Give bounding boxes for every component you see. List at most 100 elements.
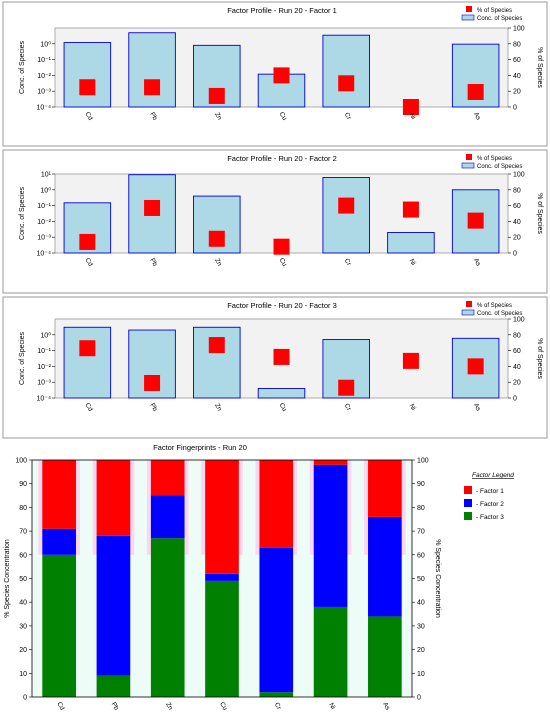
x-tick-label: Cu <box>278 257 288 268</box>
y2-tick-label: 100 <box>513 317 525 324</box>
y2-tick-label: 20 <box>513 380 521 387</box>
legend-label-conc: Conc. of Species <box>477 164 522 170</box>
stack-segment-cd-factor2 <box>42 528 76 555</box>
x-tick-label: As <box>472 257 482 268</box>
percent-marker-cd <box>79 79 96 96</box>
y2-axis-label: % of Species <box>536 47 543 88</box>
y-tick-label: 10⁻² <box>37 73 51 80</box>
y2-tick-label: 90 <box>417 481 425 488</box>
stack-segment-pb-factor3 <box>96 675 131 697</box>
percent-marker-pb <box>144 199 161 216</box>
y-tick-label: 10⁻⁴ <box>37 251 52 258</box>
x-tick-label: Cd <box>55 701 65 712</box>
y-tick-label: 70 <box>19 529 27 536</box>
stack-segment-cu-factor2 <box>205 573 239 581</box>
y2-tick-label: 70 <box>417 529 425 536</box>
x-tick-label: Pb <box>148 402 158 413</box>
legend-swatch-factor1 <box>464 486 472 494</box>
y-tick-label: 10⁻³ <box>37 380 51 387</box>
y-tick-label: 10⁻² <box>37 219 51 226</box>
stack-segment-cr-factor1 <box>259 460 294 548</box>
y2-tick-label: 80 <box>513 332 521 339</box>
y2-tick-label: 10 <box>417 671 425 678</box>
stack-segment-ni-factor2 <box>313 464 348 607</box>
x-tick-label: As <box>381 701 391 712</box>
legend-marker-percent <box>466 301 472 307</box>
legend-label-percent: % of Species <box>477 156 512 162</box>
y2-tick-label: 80 <box>417 505 425 512</box>
conc-bar-cd <box>63 326 112 399</box>
y-tick-label: 60 <box>19 552 27 559</box>
chart-title: Factor Profile - Run 20 - Factor 3 <box>227 301 337 310</box>
legend-swatch-factor3 <box>464 512 472 520</box>
factor-profile-panel-2: Factor Profile - Run 20 - Factor 2 % of S… <box>2 149 548 294</box>
y-tick-label: 10¹ <box>41 172 52 179</box>
y2-tick-label: 60 <box>417 552 425 559</box>
percent-marker-cd <box>79 340 96 357</box>
chart-title: Factor Fingerprints - Run 20 <box>153 443 247 452</box>
percent-marker-cr <box>338 197 355 214</box>
legend-label-conc: Conc. of Species <box>477 311 522 317</box>
chart-title: Factor Profile - Run 20 - Factor 1 <box>227 6 337 15</box>
y-axis-label: % Species Concentration <box>4 539 11 618</box>
conc-bar-cu <box>257 388 306 399</box>
x-tick-label: Cr <box>273 702 283 712</box>
x-tick-label: Ni <box>327 702 336 711</box>
x-tick-label: Ni <box>408 112 417 121</box>
y-tick-label: 10 <box>19 671 27 678</box>
x-tick-label: Pb <box>110 701 120 712</box>
y2-tick-label: 40 <box>513 73 521 80</box>
y2-tick-label: 50 <box>417 576 425 583</box>
percent-marker-ni <box>402 352 419 369</box>
percent-marker-ni <box>402 201 419 218</box>
x-tick-label: Cu <box>218 701 228 712</box>
legend-marker-conc <box>461 162 475 169</box>
y-tick-label: 40 <box>19 600 27 607</box>
factor-profile-panel-1: Factor Profile - Run 20 - Factor 1 % of S… <box>2 1 548 147</box>
y-tick-label: 10⁻¹ <box>37 348 51 355</box>
percent-marker-as <box>467 212 484 229</box>
y-tick-label: 10⁻¹ <box>37 203 51 210</box>
stack-segment-cd-factor3 <box>42 554 76 697</box>
y-tick-label: 10⁰ <box>40 40 51 48</box>
x-tick-label: Cd <box>84 402 94 413</box>
y-tick-label: 0 <box>23 695 27 702</box>
y-tick-label: 90 <box>19 481 27 488</box>
legend-swatch-factor2 <box>464 499 472 507</box>
y2-tick-label: 80 <box>513 41 521 48</box>
y-tick-label: 10⁰ <box>40 331 51 339</box>
legend-marker-conc <box>461 309 475 316</box>
legend-label-percent: % of Species <box>477 303 512 309</box>
y-axis-label: Conc. of Species <box>19 187 26 240</box>
x-tick-label: As <box>472 402 482 413</box>
y2-tick-label: 20 <box>513 235 521 242</box>
percent-marker-cd <box>79 233 96 250</box>
y-tick-label: 10⁻¹ <box>37 57 51 64</box>
x-tick-label: Cr <box>343 403 353 413</box>
legend-label-percent: % of Species <box>477 8 512 14</box>
stack-segment-pb-factor1 <box>96 460 131 536</box>
legend-marker-percent <box>466 154 472 160</box>
y2-axis-label: % of Species <box>536 193 543 234</box>
stack-segment-as-factor2 <box>368 516 402 617</box>
percent-marker-cr <box>338 75 355 92</box>
legend-marker-conc <box>461 14 475 21</box>
percent-marker-as <box>467 83 484 100</box>
y-tick-label: 10⁻³ <box>37 235 51 242</box>
percent-marker-as <box>467 358 484 375</box>
x-tick-label: Cd <box>84 257 94 268</box>
y2-tick-label: 80 <box>513 187 521 194</box>
y-tick-label: 10⁻⁴ <box>37 105 52 112</box>
percent-marker-zn <box>208 87 225 104</box>
stack-segment-cr-factor2 <box>259 547 294 693</box>
y2-tick-label: 40 <box>513 219 521 226</box>
y-tick-label: 10⁰ <box>40 186 51 194</box>
x-tick-label: Ni <box>408 403 417 412</box>
factor-fingerprints-panel: Factor Fingerprints - Run 20 Cd Pb Zn Cu Cr Ni… <box>4 443 514 712</box>
stack-segment-cd-factor1 <box>42 460 76 529</box>
x-tick-label: As <box>472 111 482 122</box>
stack-segment-cr-factor3 <box>259 692 294 697</box>
x-tick-label: Ni <box>408 258 417 267</box>
y2-tick-label: 100 <box>513 26 525 33</box>
x-tick-label: Cr <box>343 112 353 122</box>
